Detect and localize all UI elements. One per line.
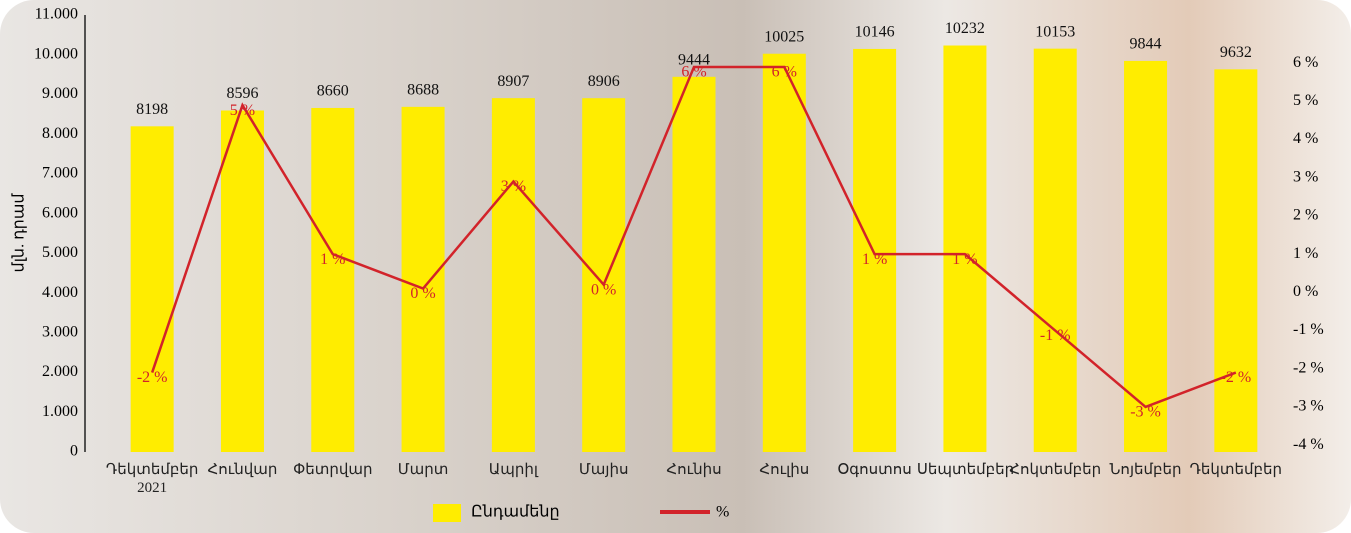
line-value-label: 5 % (230, 102, 255, 119)
bar-value-label: 8906 (588, 73, 620, 90)
x-tick-label: Դեկտեմբեր 2021 (105, 462, 199, 496)
bar-value-label: 10153 (1035, 23, 1075, 40)
bar (1033, 48, 1077, 453)
y2-tick-label: -4 % (1293, 436, 1324, 453)
line-value-label: 3 % (501, 178, 526, 195)
y2-tick-label: 2 % (1293, 207, 1318, 224)
x-tick-label: Սեպտեմբեր (916, 462, 1015, 478)
y-tick-label: 3.000 (42, 323, 78, 340)
y-tick-label: 11.000 (35, 6, 78, 23)
x-tick-label: Ապրիլ (488, 462, 538, 478)
legend-swatch (433, 504, 461, 522)
bar-value-label: 9632 (1220, 44, 1252, 61)
line (150, 65, 1237, 409)
x-tick-label: Մարտ (397, 462, 449, 478)
legend-label: Ընդամենը (471, 504, 560, 521)
y2-tick-label: 0 % (1293, 283, 1318, 300)
bar-value-label: 9844 (1130, 36, 1162, 53)
bar (311, 107, 355, 452)
bar (943, 45, 987, 452)
y-tick-label: 8.000 (42, 125, 78, 142)
y-tick-label: 1.000 (42, 403, 78, 420)
bar (672, 76, 716, 452)
y2-tick-label: 3 % (1293, 168, 1318, 185)
bar (582, 98, 626, 453)
bar-value-label: 8907 (497, 73, 529, 90)
bar-value-label: 10146 (855, 24, 895, 41)
y2-tick-label: -3 % (1293, 398, 1324, 415)
bar-value-label: 9444 (678, 51, 710, 68)
x-tick-label: Հուլիս (759, 462, 810, 478)
bar (853, 48, 897, 452)
line-value-label: 1 % (862, 251, 887, 268)
line-value-label: -3 % (1130, 404, 1161, 421)
bar-value-label: 8688 (407, 82, 439, 99)
y2-tick-label: 5 % (1293, 92, 1318, 109)
line-value-label: 1 % (952, 251, 977, 268)
y-tick-label: 9.000 (42, 85, 78, 102)
legend-label: % (716, 504, 729, 521)
bar (401, 106, 445, 452)
bar-value-label: 10025 (764, 28, 804, 45)
x-tick-label: Հունվար (207, 462, 278, 478)
line-value-label: -1 % (1040, 327, 1071, 344)
x-tick-label: Հոկտեմբեր (1009, 462, 1102, 478)
line-value-label: -2 % (137, 369, 168, 386)
y-tick-label: 10.000 (34, 45, 78, 62)
y2-tick-label: 6 % (1293, 54, 1318, 71)
y-tick-label: 2.000 (42, 363, 78, 380)
y-tick-label: 0 (70, 443, 78, 460)
y-tick-label: 4.000 (42, 284, 78, 301)
bar (1214, 69, 1258, 452)
line-value-label: 6 % (772, 64, 797, 81)
bar (491, 98, 535, 453)
y2-tick-label: 1 % (1293, 245, 1318, 262)
bar (130, 126, 174, 452)
line-value-label: 1 % (320, 251, 345, 268)
y-tick-label: 7.000 (42, 165, 78, 182)
x-tick-label: Օգոստոս (837, 462, 912, 478)
y-tick-label: 6.000 (42, 204, 78, 221)
bar (762, 53, 806, 452)
line-value-label: -2 % (1221, 369, 1252, 386)
line-value-label: 6 % (681, 64, 706, 81)
line-value-label: 0 % (410, 285, 435, 302)
x-tick-label: Փետրվար (293, 462, 373, 478)
x-tick-label: Մայիս (578, 462, 629, 478)
x-tick-label: Նոյեմբեր (1109, 462, 1182, 478)
bar-value-label: 10232 (945, 20, 985, 37)
bar (1124, 60, 1168, 452)
y2-tick-label: -1 % (1293, 321, 1324, 338)
y2-tick-label: 4 % (1293, 130, 1318, 147)
x-tick-label: Հունիս (666, 462, 722, 478)
y-axis-label: մլն. դրամ (11, 193, 28, 273)
bar (220, 110, 264, 452)
y2-tick-label: -2 % (1293, 359, 1324, 376)
bar-value-label: 8660 (317, 83, 349, 100)
line-value-label: 0 % (591, 281, 616, 298)
bar-value-label: 8596 (226, 85, 258, 102)
y-tick-label: 5.000 (42, 244, 78, 261)
bar-value-label: 8198 (136, 101, 168, 118)
x-tick-label: Դեկտեմբեր (1189, 462, 1283, 478)
